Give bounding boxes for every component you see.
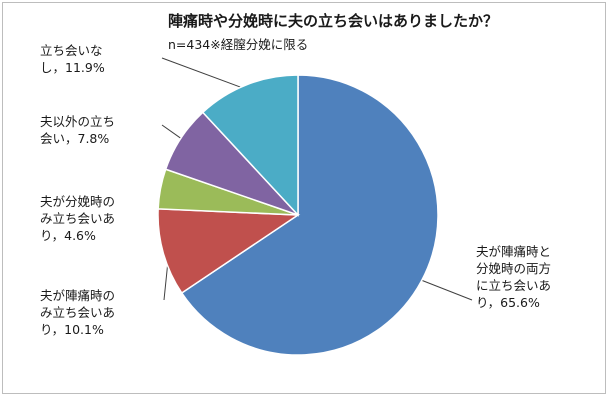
label-delivery-only: 夫が分娩時の み立ち会いあ り，4.6% (40, 194, 116, 243)
leader-line (416, 277, 473, 301)
label-other-than-husband: 夫以外の立ち 会い，7.8% (40, 114, 116, 146)
chart-title: 陣痛時や分娩時に夫の立ち会いはありましたか？ (168, 12, 499, 30)
slice-no-attendance (201, 74, 299, 217)
leader-line (161, 57, 250, 91)
slice-both-times (180, 74, 439, 356)
label-both-times: 夫が陣痛時と 分娩時の両方 に立ち会いあ り，65.6% (476, 244, 552, 310)
chart-subtitle: n=434※経膣分娩に限る (168, 37, 309, 52)
label-labor-only: 夫が陣痛時の み立ち会いあ り，10.1% (40, 288, 116, 337)
slice-labor-only (157, 208, 301, 295)
label-no-attendance: 立ち会いな し，11.9% (40, 43, 105, 75)
